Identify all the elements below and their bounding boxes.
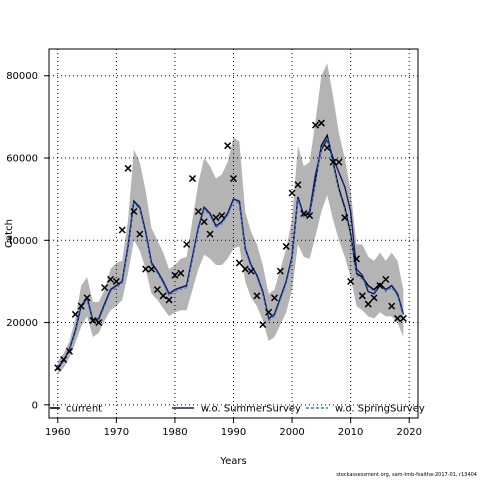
observed-point-1986: [206, 230, 214, 238]
observed-point-2011: [352, 255, 361, 263]
y-axis-label: Catch: [4, 219, 15, 248]
x-tick-label-2000: 2000: [279, 427, 304, 438]
observed-point-1964: [77, 302, 85, 310]
x-tick-label-1970: 1970: [104, 427, 129, 438]
observed-point-1985: [200, 218, 208, 226]
observed-point-1998: [276, 267, 284, 275]
observed-point-1968: [101, 284, 109, 292]
observed-point-2009: [341, 214, 349, 222]
x-tick-label-1990: 1990: [221, 427, 246, 438]
observed-point-1979: [165, 296, 173, 304]
series-line-2: [57, 136, 404, 369]
observed-point-1996: [265, 308, 273, 316]
observed-point-2012: [358, 292, 366, 300]
observed-point-1966: [89, 316, 97, 325]
observed-point-1973: [130, 207, 138, 216]
footnote: stockassessment.org, sam-tmb-fsaithe-201…: [336, 472, 477, 478]
observed-point-1962: [65, 347, 74, 355]
legend-label-2: w.o. SpringSurvey: [335, 404, 425, 415]
series-line-1: [57, 137, 405, 369]
observed-point-1975: [142, 265, 150, 273]
x-tick-label-2020: 2020: [396, 427, 421, 438]
legend-label-0: current: [66, 404, 102, 415]
observed-point-1969: [106, 275, 115, 283]
y-tick-label-20000: 20000: [6, 318, 38, 329]
observed-point-1980: [171, 271, 179, 279]
observed-point-2001: [294, 181, 302, 189]
observed-point-1991: [235, 259, 243, 267]
observed-point-1982: [183, 240, 191, 248]
observed-point-2018: [393, 314, 402, 322]
observed-point-2013: [364, 300, 372, 308]
observed-point-1971: [118, 226, 126, 234]
observed-point-1994: [253, 292, 261, 300]
observed-point-2005: [317, 119, 325, 127]
observed-point-1961: [60, 356, 68, 364]
observed-point-2010: [347, 277, 355, 285]
observed-point-1993: [247, 267, 255, 275]
observed-point-1976: [147, 265, 156, 273]
observed-point-1983: [188, 175, 197, 183]
legend-label-1: w.o. SummerSurvey: [201, 404, 301, 415]
observed-point-1987: [212, 214, 220, 222]
observed-point-1965: [83, 294, 91, 302]
observed-point-2006: [323, 144, 331, 152]
observed-point-2019: [399, 314, 407, 322]
observed-point-1977: [153, 286, 161, 294]
observed-point-1967: [95, 319, 103, 327]
observed-point-1995: [259, 321, 267, 329]
observed-point-1972: [124, 164, 132, 172]
x-tick-label-1960: 1960: [45, 427, 70, 438]
observed-point-2002: [300, 210, 308, 218]
observed-point-1990: [229, 175, 238, 183]
y-tick-label-80000: 80000: [6, 71, 38, 82]
observed-point-2014: [370, 294, 378, 302]
observed-point-1978: [159, 292, 167, 300]
confidence-band: [57, 63, 404, 374]
observed-point-2015: [376, 282, 384, 290]
x-tick-label-2010: 2010: [338, 427, 363, 438]
observed-point-1960: [54, 364, 62, 372]
observed-point-1974: [136, 230, 144, 238]
observed-point-2003: [306, 212, 314, 220]
y-tick-label-60000: 60000: [6, 154, 38, 165]
observed-point-1999: [282, 242, 290, 250]
y-tick-label-0: 0: [32, 400, 38, 411]
observed-point-1984: [194, 207, 202, 216]
observed-point-1989: [224, 142, 232, 150]
observed-point-2004: [311, 121, 320, 129]
observed-point-1988: [218, 212, 226, 220]
observed-point-2008: [335, 158, 343, 166]
observed-point-2016: [382, 275, 390, 283]
observed-point-1981: [177, 269, 185, 277]
observed-point-2000: [288, 189, 296, 197]
observed-point-1997: [270, 294, 279, 302]
observed-point-2007: [329, 158, 337, 166]
x-axis-label: Years: [219, 456, 246, 467]
observed-point-1963: [71, 310, 79, 318]
observed-point-1992: [241, 265, 249, 273]
y-tick-label-40000: 40000: [6, 236, 38, 247]
observed-point-2017: [388, 302, 396, 310]
x-tick-label-1980: 1980: [162, 427, 187, 438]
observed-point-1970: [112, 277, 120, 285]
